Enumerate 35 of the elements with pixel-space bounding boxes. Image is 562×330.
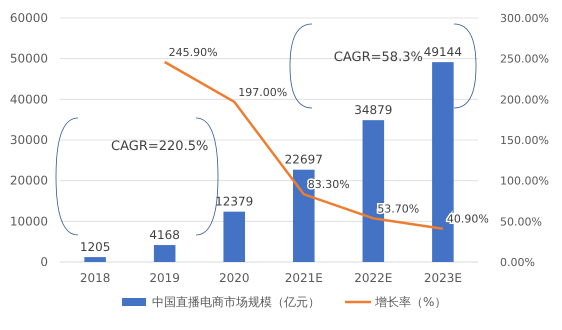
- data-label: 12379: [215, 194, 254, 209]
- y2-tick-label: 250.00%: [500, 52, 549, 66]
- y-tick-label: 40000: [10, 92, 48, 106]
- y2-tick-label: 150.00%: [500, 134, 549, 147]
- data-label: 197.00%: [238, 86, 288, 99]
- y2-tick-label: 300.00%: [500, 12, 549, 25]
- annotation: CAGR=58.3%: [334, 50, 423, 65]
- x-tick-label: 2019: [149, 271, 180, 285]
- legend-label: 增长率（%）: [374, 295, 446, 309]
- data-label: 4168: [149, 228, 180, 242]
- x-tick-label: 2022E: [354, 271, 392, 285]
- y2-tick-label: 200.00%: [500, 93, 549, 106]
- x-tick-label: 2023E: [424, 271, 462, 285]
- y2-tick-label: 50.00%: [500, 215, 542, 228]
- annotation: CAGR=220.5%: [111, 139, 208, 154]
- data-label: 22697: [284, 152, 323, 167]
- y-tick-label: 0: [40, 255, 48, 269]
- legend-label: 中国直播电商市场规模（亿元）: [152, 295, 320, 309]
- data-label: 245.90%: [168, 46, 218, 59]
- y-tick-label: 20000: [10, 174, 48, 188]
- x-tick-label: 2021E: [284, 271, 323, 285]
- x-tick-label: 2018: [80, 271, 110, 285]
- bar: [84, 257, 106, 262]
- data-label: 49144: [424, 45, 462, 60]
- x-tick-label: 2020: [218, 271, 250, 285]
- bar: [154, 245, 176, 262]
- data-label: 1205: [80, 240, 110, 254]
- y-tick-label: 10000: [10, 214, 48, 228]
- y2-tick-label: 0.00%: [500, 256, 535, 269]
- data-label: 34879: [354, 103, 392, 118]
- y-tick-label: 60000: [10, 11, 48, 25]
- y2-tick-label: 100.00%: [500, 174, 549, 188]
- y-tick-label: 30000: [10, 133, 48, 147]
- y-tick-label: 50000: [10, 52, 48, 66]
- bar: [223, 212, 246, 262]
